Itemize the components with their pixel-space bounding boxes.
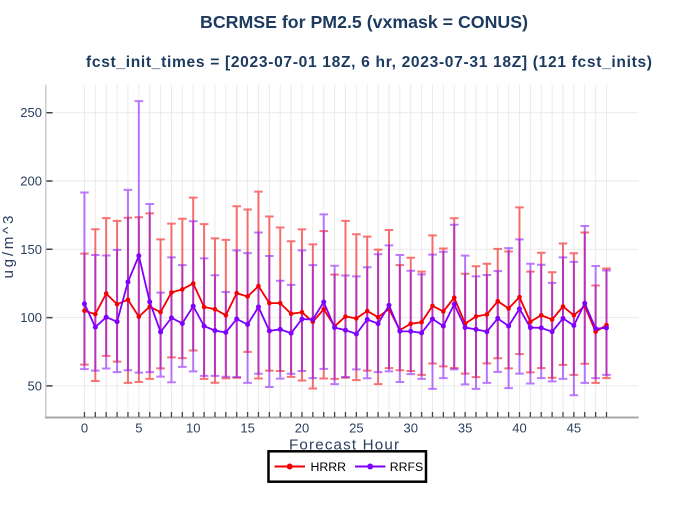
svg-text:250: 250 — [20, 105, 42, 120]
svg-text:15: 15 — [240, 421, 254, 436]
svg-text:45: 45 — [567, 421, 581, 436]
svg-text:Forecast Hour: Forecast Hour — [289, 436, 399, 453]
svg-text:fcst_init_times = [2023-07-01: fcst_init_times = [2023-07-01 18Z, 6 hr,… — [86, 54, 652, 71]
svg-text:40: 40 — [512, 421, 526, 436]
svg-text:25: 25 — [349, 421, 363, 436]
svg-text:RRFS: RRFS — [390, 460, 423, 474]
svg-text:30: 30 — [403, 421, 417, 436]
svg-text:35: 35 — [458, 421, 472, 436]
svg-text:ug/m^3: ug/m^3 — [0, 216, 17, 279]
svg-text:200: 200 — [20, 174, 42, 189]
svg-text:100: 100 — [20, 310, 42, 325]
svg-text:0: 0 — [81, 421, 88, 436]
svg-text:10: 10 — [186, 421, 200, 436]
svg-text:5: 5 — [135, 421, 142, 436]
svg-text:50: 50 — [28, 378, 42, 393]
svg-text:150: 150 — [20, 242, 42, 257]
svg-text:BCRMSE for PM2.5 (vxmask = CON: BCRMSE for PM2.5 (vxmask = CONUS) — [200, 12, 528, 32]
svg-text:HRRR: HRRR — [311, 460, 347, 474]
svg-text:20: 20 — [295, 421, 309, 436]
